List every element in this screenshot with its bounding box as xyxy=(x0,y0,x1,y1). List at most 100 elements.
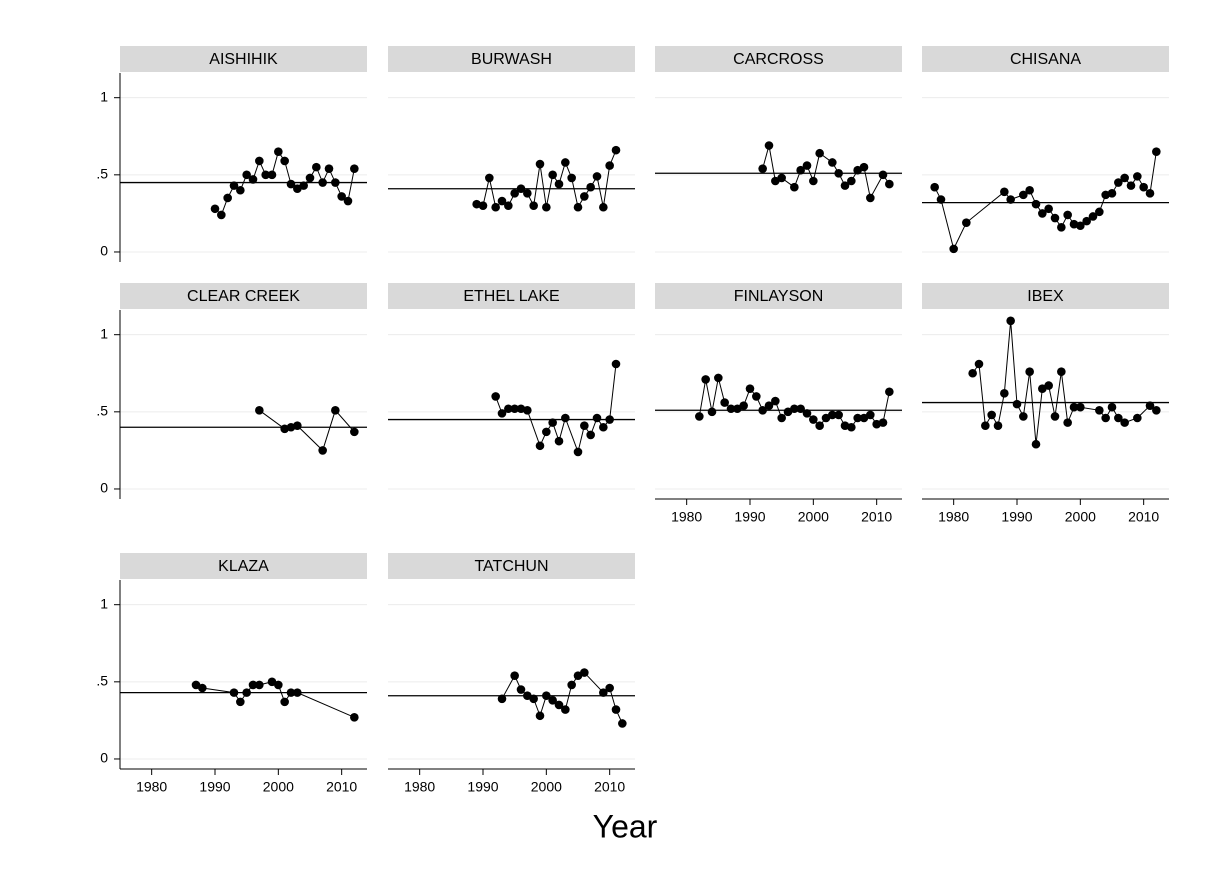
data-point xyxy=(535,159,545,169)
data-point xyxy=(280,697,289,707)
data-point xyxy=(573,202,583,212)
data-point xyxy=(834,410,843,420)
panel-title: FINLAYSON xyxy=(734,288,824,305)
y-tick-label: 1 xyxy=(100,88,108,104)
data-point xyxy=(605,683,614,693)
panel-title: CARCROSS xyxy=(733,51,824,68)
data-point xyxy=(548,418,557,427)
x-tick-label: 2010 xyxy=(326,779,357,795)
panel-title: BURWASH xyxy=(471,51,552,68)
data-point xyxy=(752,392,761,401)
data-point xyxy=(535,441,545,451)
y-tick-label: 0 xyxy=(100,480,108,496)
x-tick-label: 1990 xyxy=(1001,509,1032,525)
data-point xyxy=(828,410,837,420)
data-point xyxy=(248,175,258,184)
data-point xyxy=(866,193,875,203)
panel-header xyxy=(120,46,367,72)
data-point xyxy=(236,697,245,707)
data-point xyxy=(255,405,264,415)
x-tick-label: 1990 xyxy=(199,779,230,795)
x-tick-label: 1980 xyxy=(404,779,435,795)
data-point xyxy=(324,164,334,173)
data-point xyxy=(561,158,570,167)
data-point xyxy=(618,719,627,728)
data-point xyxy=(987,410,996,420)
data-point xyxy=(573,447,583,457)
series-line xyxy=(762,145,890,200)
data-point xyxy=(720,398,729,407)
data-point xyxy=(1006,316,1015,326)
data-point xyxy=(840,181,850,190)
data-point xyxy=(510,671,519,680)
x-tick-label: 2000 xyxy=(798,509,829,525)
data-point xyxy=(255,680,264,690)
x-tick-label: 1980 xyxy=(938,509,969,525)
data-point xyxy=(847,422,856,432)
data-point xyxy=(1126,181,1136,190)
data-point xyxy=(286,179,296,189)
data-point xyxy=(274,680,283,690)
data-point xyxy=(859,162,869,172)
panel-title: TATCHUN xyxy=(474,558,548,575)
panel-header xyxy=(120,553,367,579)
data-point xyxy=(599,202,608,212)
data-point xyxy=(1145,401,1155,410)
data-point xyxy=(790,182,799,192)
data-point xyxy=(790,404,799,414)
data-point xyxy=(331,178,340,187)
data-point xyxy=(1139,182,1148,192)
data-point xyxy=(567,680,576,690)
data-point xyxy=(523,405,532,415)
data-point xyxy=(554,179,564,189)
data-point xyxy=(1019,412,1028,421)
data-point xyxy=(280,156,289,166)
data-point xyxy=(828,158,837,167)
data-point xyxy=(548,696,557,705)
panel-title: AISHIHIK xyxy=(209,51,278,68)
data-point xyxy=(210,204,220,214)
data-point xyxy=(1145,189,1155,198)
data-point xyxy=(885,179,894,189)
data-point xyxy=(516,685,526,694)
data-point xyxy=(1107,402,1117,412)
data-point xyxy=(802,409,812,418)
data-point xyxy=(548,170,557,180)
data-point xyxy=(1076,402,1085,412)
data-point xyxy=(796,404,805,414)
data-point xyxy=(1069,402,1079,412)
data-point xyxy=(542,427,551,437)
data-point xyxy=(802,161,812,170)
data-point xyxy=(611,705,621,714)
data-point xyxy=(701,375,710,384)
data-point xyxy=(1006,195,1015,204)
data-point xyxy=(815,421,824,431)
data-point xyxy=(567,173,576,183)
y-tick-label: 0 xyxy=(100,243,108,259)
x-tick-label: 2000 xyxy=(531,779,562,795)
data-point xyxy=(809,415,818,424)
data-point xyxy=(758,164,767,173)
data-point xyxy=(242,688,251,697)
x-tick-label: 2010 xyxy=(861,509,892,525)
data-point xyxy=(529,694,538,704)
data-point xyxy=(350,164,359,173)
panel-title: IBEX xyxy=(1027,288,1064,305)
data-point xyxy=(599,422,608,432)
y-tick-label: .5 xyxy=(96,673,108,689)
data-point xyxy=(580,192,589,201)
data-point xyxy=(318,446,327,455)
data-point xyxy=(580,668,589,677)
data-point xyxy=(1101,413,1110,423)
data-point xyxy=(707,407,717,417)
data-point xyxy=(523,189,532,198)
data-point xyxy=(274,147,283,156)
data-point xyxy=(529,201,538,210)
data-point xyxy=(497,694,507,704)
y-tick-label: .5 xyxy=(96,403,108,419)
data-point xyxy=(777,413,786,423)
data-point xyxy=(771,396,780,406)
panel-title: CHISANA xyxy=(1010,51,1081,68)
data-point xyxy=(1044,204,1053,214)
